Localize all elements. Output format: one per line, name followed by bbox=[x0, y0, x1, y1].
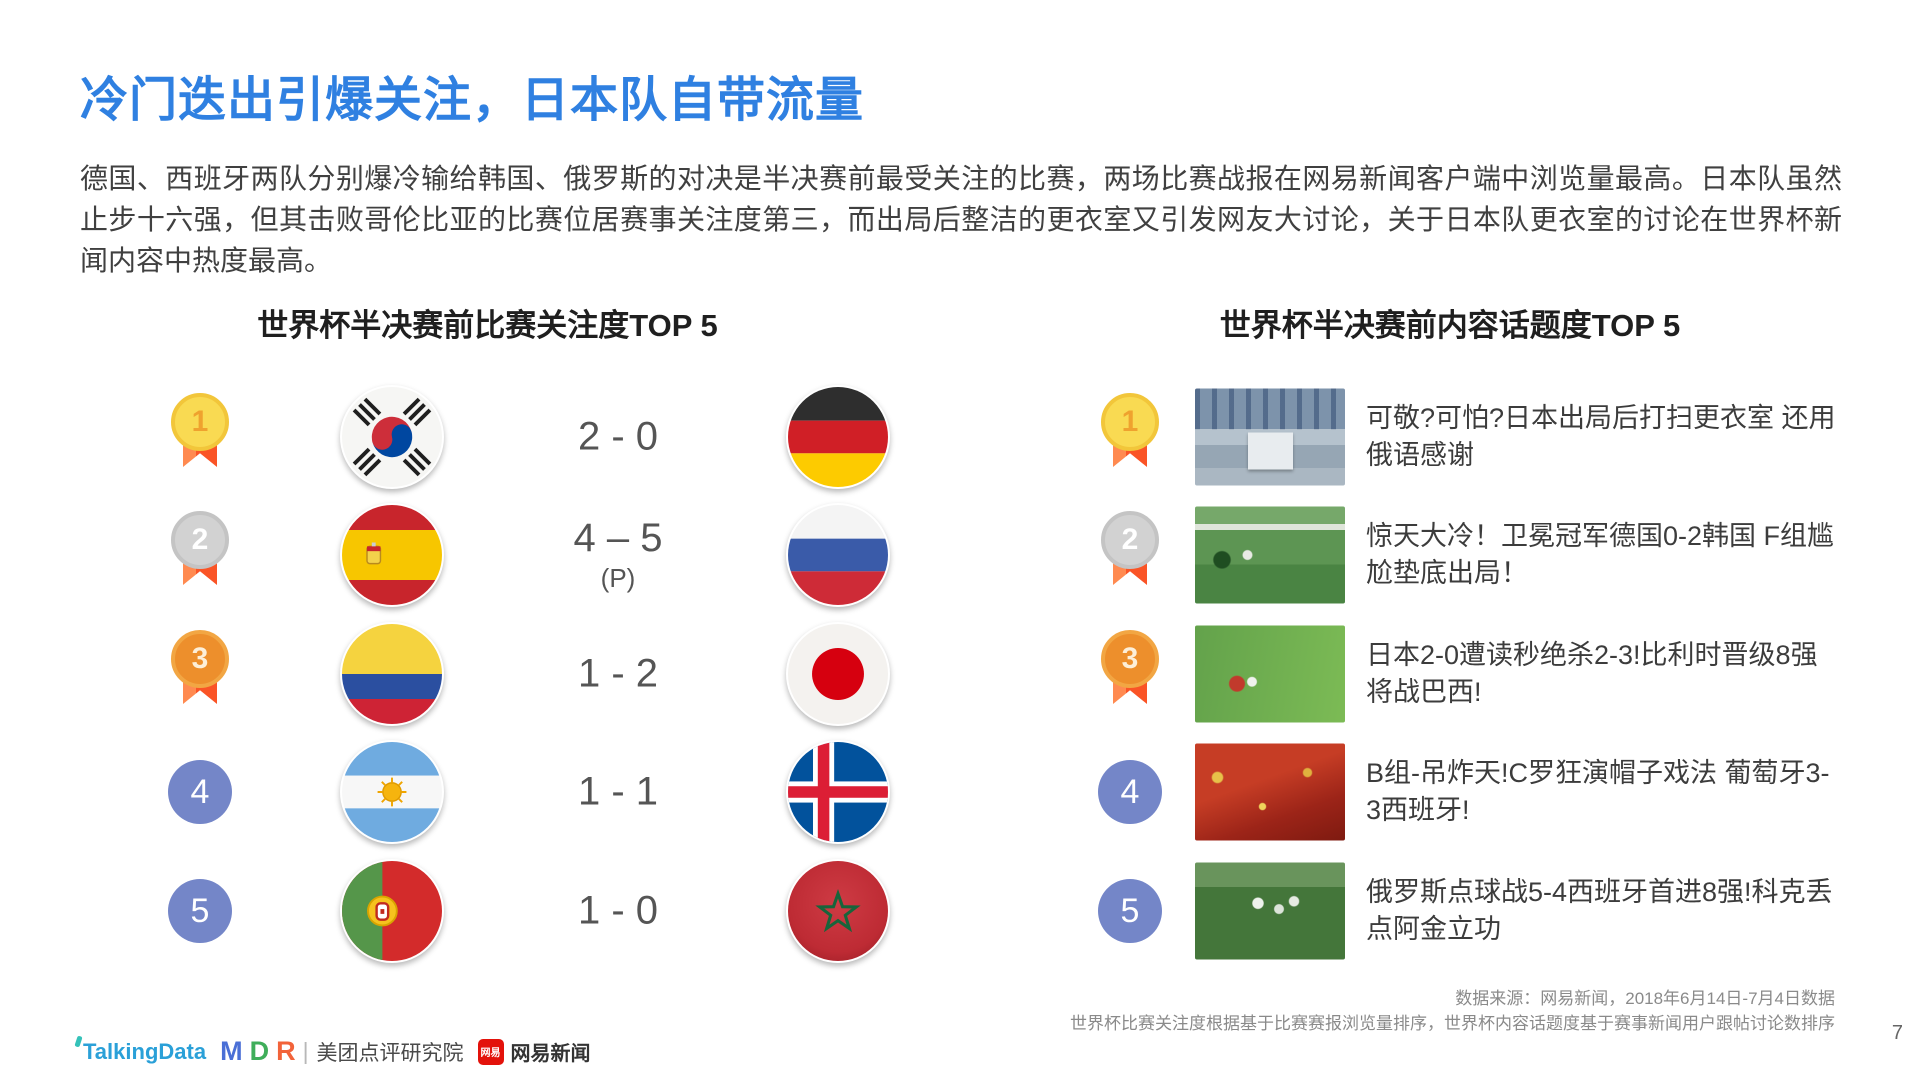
left-panel-heading: 世界杯半决赛前比赛关注度TOP 5 bbox=[257, 308, 718, 343]
match-row: 3 1 - 2 bbox=[168, 619, 898, 729]
netease-badge-icon: 网易 bbox=[477, 1038, 504, 1065]
score-text: 1 - 0 bbox=[577, 888, 659, 933]
medal-number: 1 bbox=[1101, 393, 1159, 451]
rank-2-medal-icon: 2 bbox=[168, 503, 232, 607]
medal-number: 5 bbox=[1098, 879, 1162, 943]
flag-south-korea-icon bbox=[340, 385, 444, 489]
score-text: 2 - 0 bbox=[577, 414, 659, 459]
russia-spain-celebration-photo bbox=[1195, 862, 1345, 960]
netease-news-logo: 网易 网易新闻 bbox=[477, 1037, 591, 1066]
talkingdata-tick-icon bbox=[74, 1034, 83, 1048]
match-score: 4 – 5 (P) bbox=[488, 516, 748, 594]
match-score: 2 - 0 bbox=[488, 415, 748, 460]
news-headline: 日本2-0遭读秒绝杀2-3!比利时晋级8强将战巴西! bbox=[1366, 640, 1818, 707]
news-headline: 惊天大冷！卫冕冠军德国0-2韩国 F组尴尬垫底出局！ bbox=[1366, 521, 1835, 588]
flag-germany-icon bbox=[786, 385, 890, 489]
flag-portugal-icon bbox=[340, 859, 444, 963]
match-score: 1 - 1 bbox=[488, 770, 748, 815]
medal-number: 3 bbox=[171, 630, 229, 688]
score-text: 1 - 2 bbox=[577, 651, 659, 696]
portugal-spain-fans-photo bbox=[1195, 743, 1345, 841]
news-headline: 可敬?可怕?日本出局后打扫更衣室 还用俄语感谢 bbox=[1366, 403, 1836, 470]
germany-korea-goal-photo bbox=[1195, 506, 1345, 604]
rank-5-badge-icon: 5 bbox=[1098, 879, 1162, 943]
japan-belgium-photo bbox=[1195, 625, 1345, 723]
data-source-note: 数据来源：网易新闻，2018年6月14日-7月4日数据 世界杯比赛关注度根据基于… bbox=[1070, 986, 1835, 1036]
rank-2-medal-icon: 2 bbox=[1098, 503, 1162, 607]
talkingdata-logo: TalkingData bbox=[74, 1034, 207, 1065]
talkingdata-label: TalkingData bbox=[83, 1038, 207, 1064]
match-score: 1 - 0 bbox=[488, 889, 748, 934]
match-score: 1 - 2 bbox=[488, 652, 748, 697]
flag-iceland-icon bbox=[786, 740, 890, 844]
topic-row: 2 惊天大冷！卫冕冠军德国0-2韩国 F组尴尬垫底出局！ bbox=[1098, 500, 1846, 610]
mdr-letter-r: R bbox=[276, 1036, 295, 1066]
flag-spain-icon bbox=[340, 503, 444, 607]
locker-room-photo bbox=[1195, 388, 1345, 486]
rank-1-medal-icon: 1 bbox=[168, 385, 232, 489]
topic-row: 4 B组-吊炸天!C罗狂演帽子戏法 葡萄牙3-3西班牙! bbox=[1098, 737, 1846, 847]
news-headline: 俄罗斯点球战5-4西班牙首进8强!科克丢点阿金立功 bbox=[1366, 877, 1833, 944]
match-row: 2 4 – 5 (P) bbox=[168, 500, 898, 610]
meituan-research-label: 美团点评研究院 bbox=[316, 1041, 464, 1065]
rank-5-badge-icon: 5 bbox=[168, 879, 232, 943]
topic-row: 3 日本2-0遭读秒绝杀2-3!比利时晋级8强将战巴西! bbox=[1098, 619, 1846, 729]
rank-3-medal-icon: 3 bbox=[168, 622, 232, 726]
score-text: 1 - 1 bbox=[577, 769, 659, 814]
medal-number: 2 bbox=[171, 511, 229, 569]
medal-number: 3 bbox=[1101, 630, 1159, 688]
page-title: 冷门迭出引爆关注，日本队自带流量 bbox=[80, 74, 865, 127]
match-row: 1 2 - 0 bbox=[168, 382, 898, 492]
penalty-note: (P) bbox=[600, 563, 636, 593]
rank-4-badge-icon: 4 bbox=[168, 760, 232, 824]
netease-news-label: 网易新闻 bbox=[510, 1043, 591, 1065]
source-line-2: 世界杯比赛关注度根据基于比赛赛报浏览量排序，世界杯内容话题度基于赛事新闻用户跟帖… bbox=[1070, 1014, 1835, 1033]
rank-3-medal-icon: 3 bbox=[1098, 622, 1162, 726]
logo-divider: | bbox=[302, 1038, 309, 1064]
intro-paragraph: 德国、西班牙两队分别爆冷输给韩国、俄罗斯的对决是半决赛前最受关注的比赛，两场比赛… bbox=[80, 163, 1842, 276]
medal-number: 4 bbox=[168, 760, 232, 824]
flag-japan-icon bbox=[786, 622, 890, 726]
match-row: 4 1 - 1 bbox=[168, 737, 898, 847]
match-row: 5 1 - 0 bbox=[168, 856, 898, 966]
rank-4-badge-icon: 4 bbox=[1098, 760, 1162, 824]
medal-number: 5 bbox=[168, 879, 232, 943]
flag-argentina-icon bbox=[340, 740, 444, 844]
medal-number: 2 bbox=[1101, 511, 1159, 569]
flag-morocco-icon bbox=[786, 859, 890, 963]
flag-colombia-icon bbox=[340, 622, 444, 726]
source-line-1: 数据来源：网易新闻，2018年6月14日-7月4日数据 bbox=[1455, 989, 1835, 1008]
topic-row: 1 可敬?可怕?日本出局后打扫更衣室 还用俄语感谢 bbox=[1098, 382, 1846, 492]
mdr-letter-m: M bbox=[220, 1036, 242, 1066]
right-panel-heading: 世界杯半决赛前内容话题度TOP 5 bbox=[1219, 308, 1681, 343]
rank-1-medal-icon: 1 bbox=[1098, 385, 1162, 489]
topic-row: 5 俄罗斯点球战5-4西班牙首进8强!科克丢点阿金立功 bbox=[1098, 856, 1846, 966]
medal-number: 4 bbox=[1098, 760, 1162, 824]
score-text: 4 – 5 bbox=[573, 516, 663, 560]
page-number: 7 bbox=[1891, 1022, 1903, 1044]
news-headline: B组-吊炸天!C罗狂演帽子戏法 葡萄牙3-3西班牙! bbox=[1366, 758, 1830, 825]
flag-russia-icon bbox=[786, 503, 890, 607]
mdr-letter-d: D bbox=[249, 1036, 269, 1066]
medal-number: 1 bbox=[171, 393, 229, 451]
